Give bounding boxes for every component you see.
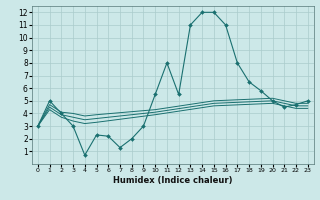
- X-axis label: Humidex (Indice chaleur): Humidex (Indice chaleur): [113, 176, 233, 185]
